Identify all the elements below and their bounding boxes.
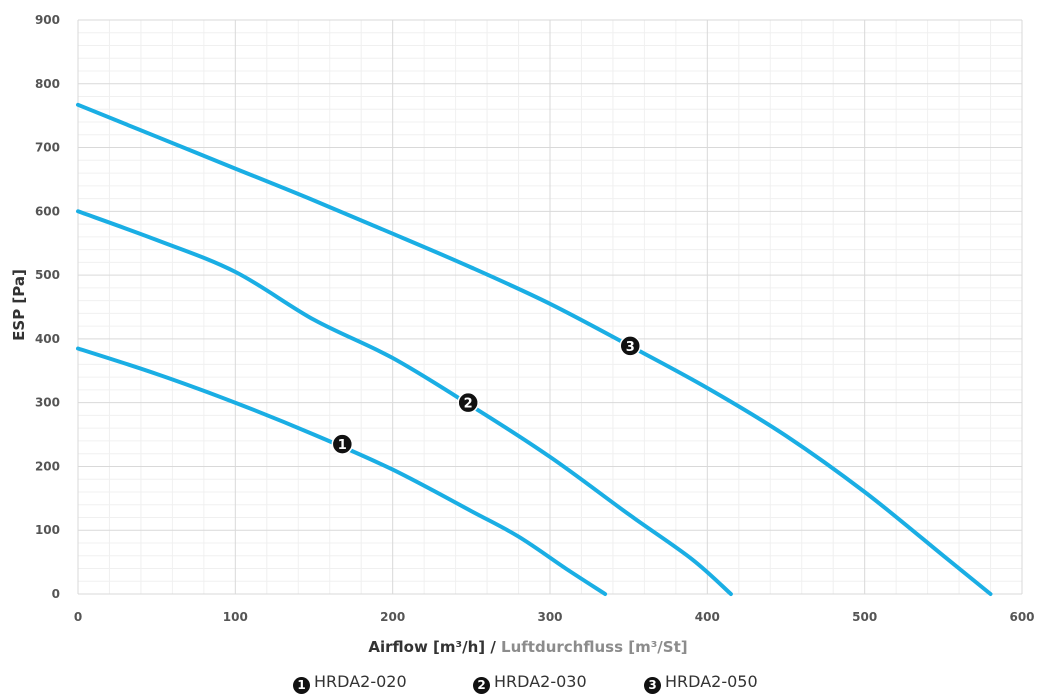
legend-item-1: 1 HRDA2-020 (293, 672, 407, 694)
y-tick-label: 700 (35, 141, 60, 155)
curve-marker-2: 2 (457, 391, 479, 414)
curve-marker-label: 1 (338, 438, 347, 453)
legend-marker-3: 3 (644, 677, 661, 694)
y-axis-title: ESP [Pa] (10, 269, 28, 341)
y-tick-label: 800 (35, 77, 60, 91)
y-tick-label: 600 (35, 204, 60, 218)
legend-label-2: HRDA2-030 (494, 672, 587, 691)
y-tick-label: 400 (35, 332, 60, 346)
major-grid (77, 19, 1023, 595)
y-tick-label: 0 (52, 587, 60, 601)
x-axis-title-secondary: Luftdurchfluss [m³/St] (501, 638, 688, 656)
y-tick-label: 900 (35, 13, 60, 27)
curve-marker-1: 1 (331, 433, 354, 455)
curve-marker-circle (457, 391, 479, 414)
x-tick-label: 600 (1009, 610, 1034, 624)
y-tick-label: 200 (35, 459, 60, 473)
curve-marker-label: 3 (626, 340, 635, 355)
x-axis-ticks: 0 100 200 300 400 500 600 (74, 610, 1035, 624)
legend-item-3: 3 HRDA2-050 (644, 672, 758, 694)
legend-marker-1: 1 (293, 677, 310, 694)
x-axis-title: Airflow [m³/h] / Luftdurchfluss [m³/St] (368, 638, 687, 656)
curve-series-2 (76, 209, 733, 596)
x-tick-label: 100 (223, 610, 248, 624)
x-tick-label: 200 (380, 610, 405, 624)
curve-series-3 (76, 102, 993, 596)
legend: 1 HRDA2-020 2 HRDA2-030 3 HRDA2-050 (0, 672, 1040, 694)
curve-marker-circle (331, 433, 354, 455)
curve-marker-label: 2 (464, 397, 473, 412)
y-tick-label: 100 (35, 523, 60, 537)
legend-item-2: 2 HRDA2-030 (473, 672, 587, 694)
curve-series-1 (76, 346, 608, 596)
performance-curves (76, 102, 993, 596)
x-tick-label: 300 (537, 610, 562, 624)
curve-marker-circle (619, 335, 641, 357)
y-axis-ticks: 0 100 200 300 400 500 600 700 800 900 (35, 13, 60, 601)
legend-label-1: HRDA2-020 (314, 672, 407, 691)
x-tick-label: 400 (695, 610, 720, 624)
curve-markers: 1 2 3 (331, 335, 641, 455)
y-tick-label: 500 (35, 268, 60, 282)
esp-airflow-chart: 0 100 200 300 400 500 600 700 800 900 0 100 200 300 4… (10, 13, 1035, 656)
y-tick-label: 300 (35, 396, 60, 410)
x-axis-title-main: Airflow [m³/h] / (368, 638, 501, 656)
x-tick-label: 0 (74, 610, 82, 624)
curve-marker-3: 3 (619, 335, 641, 357)
legend-label-3: HRDA2-050 (665, 672, 758, 691)
legend-marker-2: 2 (473, 677, 490, 694)
x-tick-label: 500 (852, 610, 877, 624)
